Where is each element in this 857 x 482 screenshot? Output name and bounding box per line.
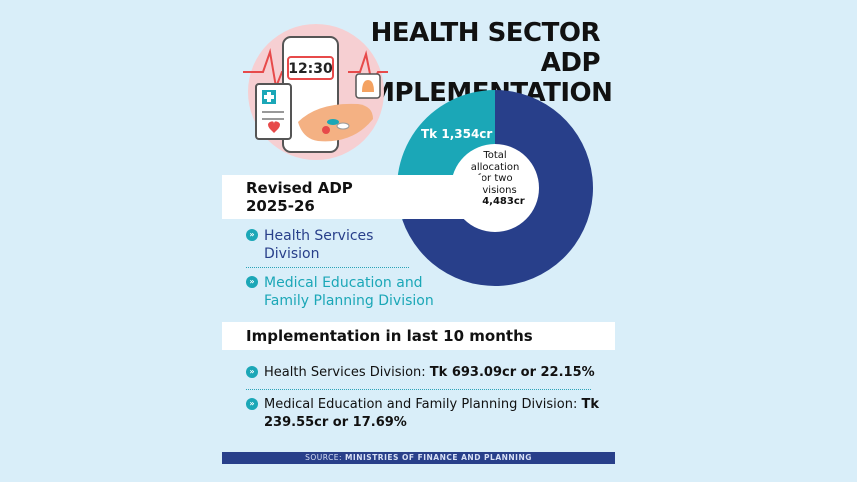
implementation-band: Implementation in last 10 months <box>222 322 615 350</box>
legend-line: Family Planning Division <box>264 293 434 309</box>
medical-illustration: 12:30 <box>243 24 388 160</box>
slice-label-medical: Tk 1,354cr <box>421 127 493 141</box>
heart-icon <box>268 121 280 133</box>
center-line-2: allocation <box>470 161 520 173</box>
implementation-item-health: » Health Services Division: Tk 693.09cr … <box>246 364 595 381</box>
divider <box>246 267 409 268</box>
chevron-bullet-icon: » <box>246 398 258 410</box>
source-prefix: SOURCE: <box>305 453 345 462</box>
legend-item-health-services: » Health Services Division <box>246 227 373 263</box>
title-line-1: HEALTH SECTOR ADP <box>370 18 601 78</box>
legend-line: Health Services <box>264 228 374 244</box>
center-line-1: Total <box>483 150 507 161</box>
revised-heading-line-1: Revised ADP <box>246 179 353 197</box>
revised-heading-line-2: 2025-26 <box>246 197 315 215</box>
chevron-bullet-icon: » <box>246 276 258 288</box>
implementation-item-medical: » Medical Education and Family Planning … <box>246 396 604 432</box>
divider <box>246 389 591 390</box>
clock-text: 12:30 <box>288 61 333 77</box>
source-bar: SOURCE: MINISTRIES OF FINANCE AND PLANNI… <box>222 452 615 464</box>
legend-line: Medical Education and <box>264 275 423 291</box>
implementation-heading: Implementation in last 10 months <box>246 327 533 345</box>
center-line-3: for two <box>477 173 513 184</box>
impl-label: Medical Education and Family Planning Di… <box>264 397 582 412</box>
donut-center-text: Total allocation for two divisions Tk 4,… <box>455 150 535 208</box>
legend-line: Division <box>264 246 320 262</box>
chevron-bullet-icon: » <box>246 229 258 241</box>
impl-label: Health Services Division: <box>264 365 430 380</box>
chevron-bullet-icon: » <box>246 366 258 378</box>
page-title: HEALTH SECTOR ADP IMPLEMENTATION <box>360 18 613 108</box>
source-text: MINISTRIES OF FINANCE AND PLANNING <box>344 453 532 462</box>
center-total-value: Tk 4,483cr <box>465 196 525 207</box>
impl-value: Tk 693.09cr or 22.15% <box>429 365 595 380</box>
revised-adp-band: Revised ADP 2025-26 <box>222 175 482 219</box>
revised-adp-heading: Revised ADP 2025-26 <box>246 179 353 215</box>
center-line-4: divisions <box>473 184 517 196</box>
impl-value: Tk <box>581 397 600 412</box>
impl-value: 239.55cr or 17.69% <box>264 415 407 430</box>
legend-item-medical-education: » Medical Education and Family Planning … <box>246 274 434 310</box>
